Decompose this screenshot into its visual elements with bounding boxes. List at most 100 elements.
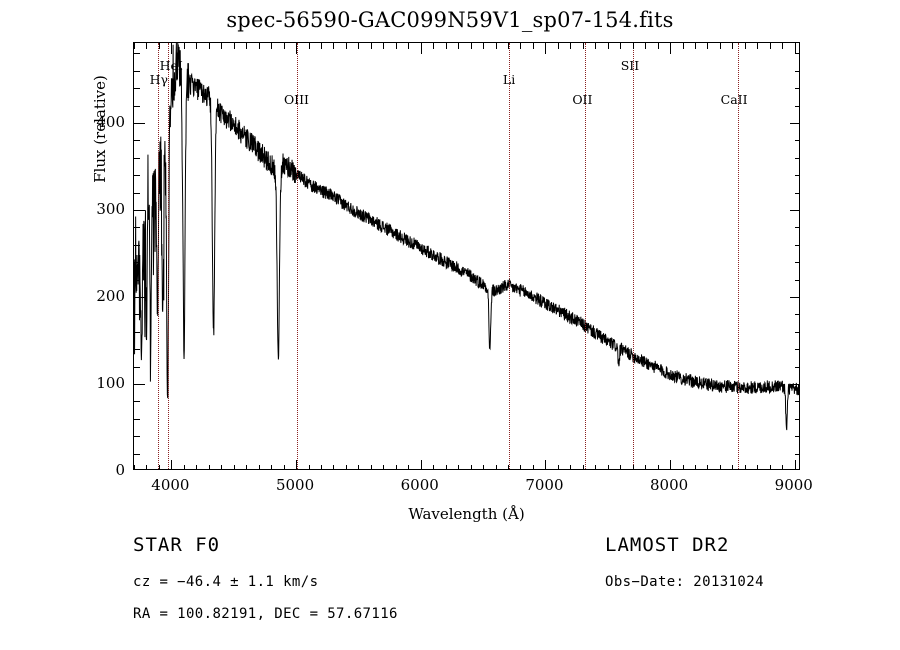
y-tick — [795, 436, 799, 438]
x-tick — [520, 43, 522, 49]
y-tick-label: 0 — [115, 461, 125, 479]
y-tick — [795, 366, 799, 368]
line-marker-sii — [632, 43, 635, 469]
y-tick — [795, 157, 799, 159]
x-tick — [158, 465, 160, 469]
x-tick — [557, 465, 559, 469]
y-tick-label: 300 — [96, 200, 125, 219]
x-tick — [433, 465, 435, 469]
x-tick — [358, 465, 360, 469]
y-tick — [134, 349, 140, 351]
x-tick-label: 7000 — [525, 476, 564, 494]
x-tick — [171, 43, 173, 54]
y-tick — [790, 123, 799, 125]
line-label-caii: CaII — [720, 92, 748, 107]
x-tick — [408, 43, 410, 49]
x-tick — [458, 465, 460, 469]
y-tick — [795, 88, 799, 90]
x-tick — [769, 43, 771, 49]
y-tick — [134, 384, 145, 385]
y-tick — [795, 349, 799, 351]
y-tick — [795, 105, 799, 107]
x-tick-label: 6000 — [400, 476, 439, 494]
x-tick — [345, 43, 347, 49]
y-tick — [134, 366, 140, 368]
y-tick — [795, 314, 799, 316]
x-tick — [732, 43, 734, 49]
x-tick — [283, 465, 285, 469]
x-tick — [296, 460, 298, 469]
y-tick — [795, 331, 799, 333]
y-tick — [790, 297, 799, 299]
x-tick — [695, 465, 697, 469]
x-axis-title: Wavelength (Å) — [408, 505, 525, 523]
y-tick — [134, 105, 140, 107]
x-tick — [395, 465, 397, 469]
y-tick — [134, 70, 140, 72]
coordinates: RA = 100.82191, DEC = 57.67116 — [133, 606, 398, 622]
x-tick — [333, 43, 335, 49]
line-label-oiii: OIII — [283, 92, 309, 107]
y-tick — [134, 279, 140, 281]
x-tick-label: 5000 — [275, 476, 315, 494]
x-tick — [271, 465, 273, 469]
x-tick — [757, 465, 759, 469]
y-tick — [134, 314, 140, 316]
x-tick — [645, 465, 647, 469]
x-tick — [620, 465, 622, 469]
x-tick — [657, 465, 659, 469]
y-tick — [795, 192, 799, 194]
x-tick — [595, 465, 597, 469]
x-tick — [233, 43, 235, 49]
x-tick — [483, 43, 485, 49]
y-tick — [790, 210, 799, 212]
x-tick — [208, 43, 210, 49]
x-tick — [607, 465, 609, 469]
x-tick — [321, 43, 322, 49]
x-tick — [258, 465, 260, 469]
x-tick — [582, 43, 584, 49]
y-tick — [795, 70, 799, 72]
x-tick — [607, 43, 609, 49]
x-tick — [470, 465, 472, 469]
x-tick — [483, 465, 485, 469]
x-tick — [146, 465, 148, 469]
x-tick — [308, 43, 310, 49]
line-marker-oiii — [296, 43, 299, 469]
y-tick — [134, 436, 140, 438]
x-tick — [395, 43, 397, 49]
y-tick — [795, 279, 799, 281]
y-tick — [134, 227, 140, 229]
x-tick — [782, 43, 784, 49]
y-tick — [134, 418, 140, 420]
x-tick — [570, 43, 572, 49]
x-tick-label: 4000 — [151, 476, 190, 494]
x-tick — [370, 43, 372, 49]
y-tick — [790, 384, 799, 385]
x-tick — [657, 43, 659, 49]
x-tick — [719, 465, 721, 469]
x-tick — [545, 43, 547, 54]
page-title: spec-56590-GAC099N59V1_sp07-154.fits — [226, 8, 674, 32]
line-marker-hei — [157, 43, 160, 469]
x-tick — [595, 43, 597, 49]
y-tick-label: 200 — [96, 287, 125, 306]
x-tick — [246, 43, 248, 49]
object-class: STAR F0 — [133, 534, 221, 556]
line-label-li: Li — [502, 72, 516, 87]
x-tick — [570, 465, 572, 469]
x-tick — [794, 43, 796, 54]
x-tick — [433, 43, 435, 49]
line-marker-caii — [737, 43, 740, 469]
x-tick — [632, 43, 634, 49]
x-tick — [695, 43, 697, 49]
y-tick — [134, 262, 140, 264]
x-tick — [744, 43, 746, 49]
x-tick — [196, 43, 198, 49]
y-tick — [795, 53, 799, 55]
x-tick — [420, 460, 422, 469]
y-axis-title: Flux (relative) — [91, 75, 109, 183]
x-tick — [196, 465, 198, 469]
x-tick — [532, 43, 534, 49]
